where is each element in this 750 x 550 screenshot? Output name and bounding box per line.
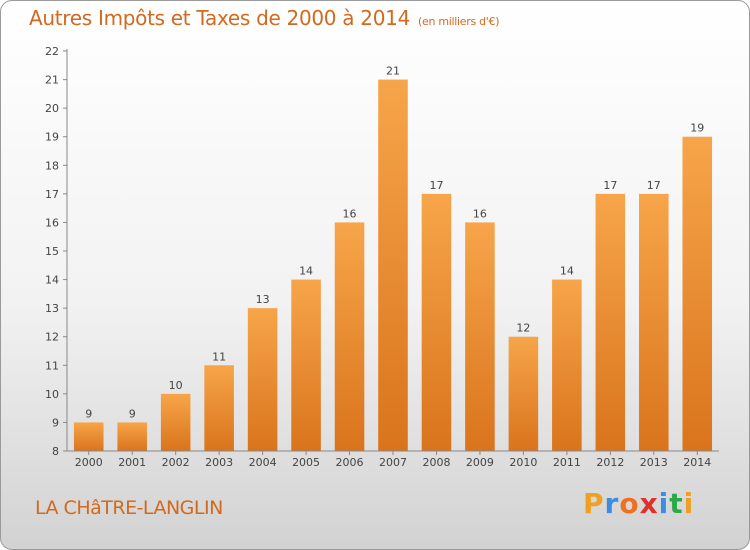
y-tick-label: 14 bbox=[45, 274, 59, 287]
y-tick-label: 22 bbox=[45, 45, 59, 58]
y-axis: 8 9 10 11 12 13 14 15 16 17 18 19 20 21 22 bbox=[45, 45, 68, 458]
logo-letter: t bbox=[669, 487, 684, 520]
bar-2001 bbox=[117, 422, 147, 451]
x-tick-label: 2004 bbox=[249, 456, 277, 469]
y-tick-label: 10 bbox=[45, 388, 59, 401]
bar-value-label: 16 bbox=[343, 207, 357, 220]
bar-2011 bbox=[552, 279, 582, 451]
x-tick-label: 2000 bbox=[75, 456, 103, 469]
y-tick-label: 9 bbox=[52, 416, 59, 429]
bar-value-label: 17 bbox=[603, 179, 617, 192]
commune-name: LA CHâTRE-LANGLIN bbox=[35, 497, 223, 519]
x-tick-label: 2013 bbox=[640, 456, 668, 469]
bar-2006 bbox=[334, 222, 365, 451]
x-tick-label: 2001 bbox=[118, 456, 146, 469]
logo-letter: x bbox=[639, 487, 659, 520]
bar-2004 bbox=[247, 308, 278, 451]
chart-title-text: Autres Impôts et Taxes de 2000 à 2014 bbox=[29, 6, 410, 30]
bar-2007 bbox=[378, 79, 408, 452]
x-tick-label: 2008 bbox=[422, 456, 450, 469]
bar-value-label: 13 bbox=[256, 293, 270, 306]
y-tick-label: 19 bbox=[45, 131, 59, 144]
bar-2013 bbox=[639, 193, 669, 451]
bar-2014 bbox=[682, 136, 713, 451]
y-tick-label: 11 bbox=[45, 359, 59, 372]
proxiti-logo: Proxiti bbox=[583, 487, 694, 520]
y-tick-label: 12 bbox=[45, 331, 59, 344]
bar-value-label: 9 bbox=[85, 407, 92, 420]
x-tick-label: 2012 bbox=[596, 456, 624, 469]
bar-value-label: 16 bbox=[473, 207, 487, 220]
bars: 9 9 10 11 13 14 16 21 17 16 12 14 17 17 19 bbox=[73, 65, 713, 452]
logo-letter: i bbox=[658, 487, 670, 520]
y-tick-label: 15 bbox=[45, 245, 59, 258]
x-tick-label: 2009 bbox=[466, 456, 494, 469]
y-tick-label: 13 bbox=[45, 302, 59, 315]
bar-2012 bbox=[595, 193, 626, 451]
y-tick-label: 20 bbox=[45, 102, 59, 115]
x-tick-label: 2002 bbox=[162, 456, 190, 469]
bar-2010 bbox=[508, 336, 539, 451]
logo-letter: o bbox=[619, 487, 640, 520]
bar-value-label: 12 bbox=[516, 322, 530, 335]
bar-value-label: 14 bbox=[560, 265, 574, 278]
x-axis: 2000 2001 2002 2003 2004 2005 2006 2007 2008 2009… bbox=[67, 450, 719, 469]
y-tick-label: 18 bbox=[45, 159, 59, 172]
logo-letter: i bbox=[683, 487, 695, 520]
bar-value-label: 11 bbox=[212, 350, 226, 363]
bar-2005 bbox=[291, 279, 321, 451]
y-tick-label: 21 bbox=[45, 74, 59, 87]
x-tick-label: 2005 bbox=[292, 456, 320, 469]
chart-title: Autres Impôts et Taxes de 2000 à 2014 (en… bbox=[29, 6, 499, 30]
bar-2008 bbox=[421, 193, 452, 451]
bar-2002 bbox=[160, 393, 191, 451]
y-tick-label: 17 bbox=[45, 188, 59, 201]
x-tick-label: 2011 bbox=[553, 456, 581, 469]
y-tick-label: 16 bbox=[45, 216, 59, 229]
bar-value-label: 17 bbox=[429, 179, 443, 192]
logo-letter: P bbox=[583, 487, 605, 520]
bar-value-label: 19 bbox=[690, 122, 704, 135]
bar-2009 bbox=[465, 222, 495, 451]
x-tick-label: 2006 bbox=[336, 456, 364, 469]
bar-2003 bbox=[204, 365, 234, 451]
x-tick-label: 2003 bbox=[205, 456, 233, 469]
bar-value-label: 14 bbox=[299, 265, 313, 278]
bar-2000 bbox=[73, 422, 104, 451]
x-tick-label: 2014 bbox=[683, 456, 711, 469]
bar-value-label: 17 bbox=[647, 179, 661, 192]
bar-value-label: 9 bbox=[129, 407, 136, 420]
x-tick-label: 2007 bbox=[379, 456, 407, 469]
x-tick-label: 2010 bbox=[509, 456, 537, 469]
bar-value-label: 21 bbox=[386, 65, 400, 78]
bar-value-label: 10 bbox=[169, 379, 183, 392]
y-tick-label: 8 bbox=[52, 445, 59, 458]
chart-unit: (en milliers d'€) bbox=[418, 15, 500, 28]
logo-letter: r bbox=[604, 487, 620, 520]
